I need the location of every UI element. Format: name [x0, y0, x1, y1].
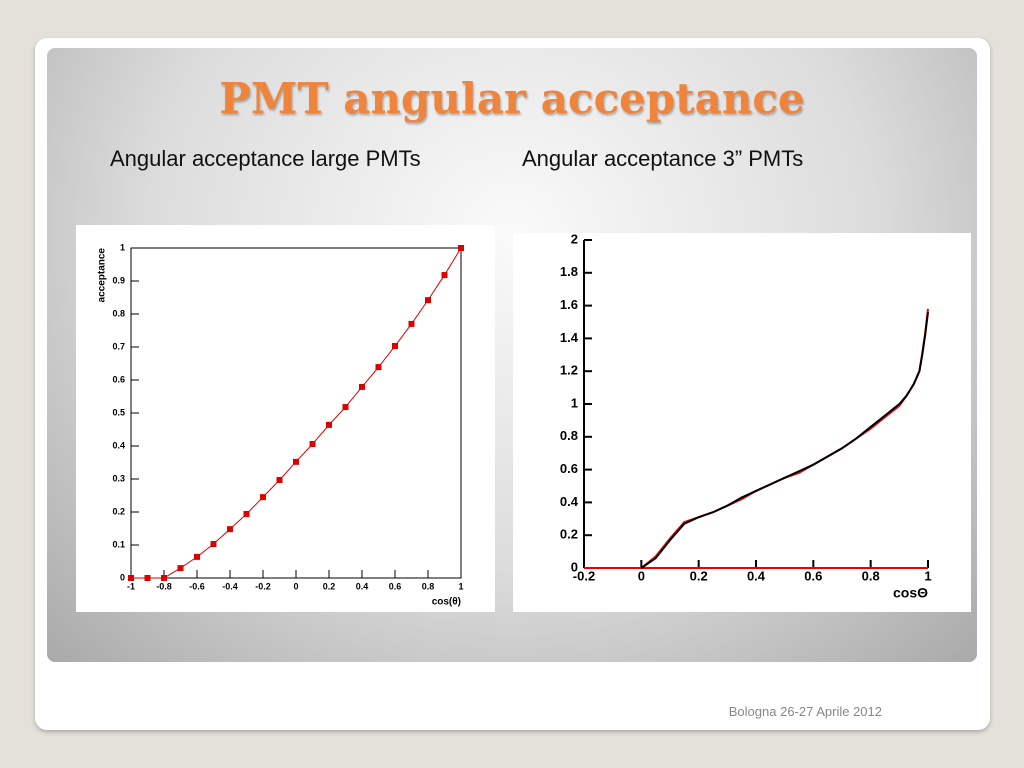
y-tick-label: 0.7	[112, 341, 125, 351]
data-point	[161, 575, 167, 581]
data-line	[640, 308, 929, 569]
y-tick-label: 0.1	[112, 539, 125, 549]
subtitle: Angular acceptance large PMTs	[110, 146, 421, 171]
x-tick-label: 1	[924, 568, 931, 583]
x-tick-label: 0.8	[862, 568, 880, 583]
data-point	[128, 575, 134, 581]
x-tick-label: 0	[638, 568, 645, 583]
data-point	[177, 565, 184, 572]
y-tick-label: 0	[120, 572, 125, 582]
y-tick-label: 0.3	[112, 473, 125, 483]
data-point	[309, 441, 316, 448]
data-point	[276, 476, 283, 483]
y-tick-label: 0.4	[112, 440, 125, 450]
footer: Bologna 26-27 Aprile 2012	[728, 704, 882, 719]
x-tick-label: 0.4	[747, 568, 766, 583]
x-tick-label: -0.4	[222, 581, 238, 591]
y-tick-label: 0.6	[112, 374, 125, 384]
y-tick-label: 1	[120, 242, 125, 252]
x-axis-label: cosΘ	[893, 585, 928, 601]
x-tick-label: 0.2	[323, 581, 336, 591]
y-tick-label: 0.4	[560, 494, 579, 509]
data-point	[260, 494, 266, 501]
data-point	[408, 320, 415, 327]
data-point	[144, 575, 151, 581]
y-tick-label: 1.6	[560, 297, 578, 312]
y-tick-label: 0.5	[112, 407, 125, 417]
y-tick-label: 0.6	[560, 461, 578, 476]
y-tick-label: 1	[571, 395, 578, 410]
data-point	[458, 245, 464, 251]
x-tick-label: 0	[293, 581, 298, 591]
x-tick-label: 0.8	[422, 581, 435, 591]
plot-frame	[130, 247, 462, 579]
data-point	[210, 541, 217, 548]
data-point	[326, 421, 332, 428]
data-point	[441, 272, 448, 279]
chart: 00.20.40.60.811.21.41.61.82-0.2 0 0.2 0.4 0.…	[513, 233, 971, 612]
y-tick-label: 1.4	[560, 330, 579, 345]
x-tick-label: 0.6	[804, 568, 822, 583]
x-tick-label: 0.4	[356, 581, 369, 591]
x-tick-label: -0.6	[189, 581, 205, 591]
x-tick-label: 0.6	[389, 581, 402, 591]
x-tick-label: 0.2	[690, 568, 708, 583]
subtitle: Angular acceptance 3” PMTs	[522, 146, 804, 171]
data-point	[425, 297, 431, 304]
data-point	[342, 404, 349, 411]
data-point	[392, 343, 398, 350]
y-tick-label: 0	[571, 559, 578, 574]
y-tick-label: 0.8	[560, 428, 578, 443]
x-tick-label: 1	[458, 581, 463, 591]
data-point	[359, 383, 365, 390]
x-tick-label: -0.8	[156, 581, 172, 591]
y-tick-label: 0.9	[112, 275, 125, 285]
y-tick-label: 2	[571, 233, 578, 246]
data-point	[227, 526, 233, 533]
x-tick-label: -1	[127, 581, 135, 591]
y-axis-label: acceptance	[97, 248, 108, 303]
data-line	[131, 247, 462, 579]
data-point	[194, 553, 200, 560]
data-line	[640, 312, 929, 569]
data-point	[375, 364, 382, 371]
x-tick-label: -0.2	[255, 581, 271, 591]
y-tick-label: 0.2	[560, 527, 578, 542]
data-point	[243, 510, 250, 517]
data-point	[293, 458, 299, 465]
x-tick-label: -0.2	[573, 568, 595, 583]
slide-title: PMT angular acceptance	[219, 74, 805, 123]
x-axis-label: cos(θ)	[432, 597, 461, 608]
chart: 0 0.1 0.2 0.3 0.4 0.5 0.6 0.7 0.8 0.9 1 -1 -0.8 -0.6 -…	[76, 225, 495, 612]
y-tick-label: 0.8	[112, 308, 125, 318]
y-tick-label: 0.2	[112, 506, 125, 516]
y-tick-label: 1.2	[560, 363, 578, 378]
y-tick-label: 1.8	[560, 264, 578, 279]
